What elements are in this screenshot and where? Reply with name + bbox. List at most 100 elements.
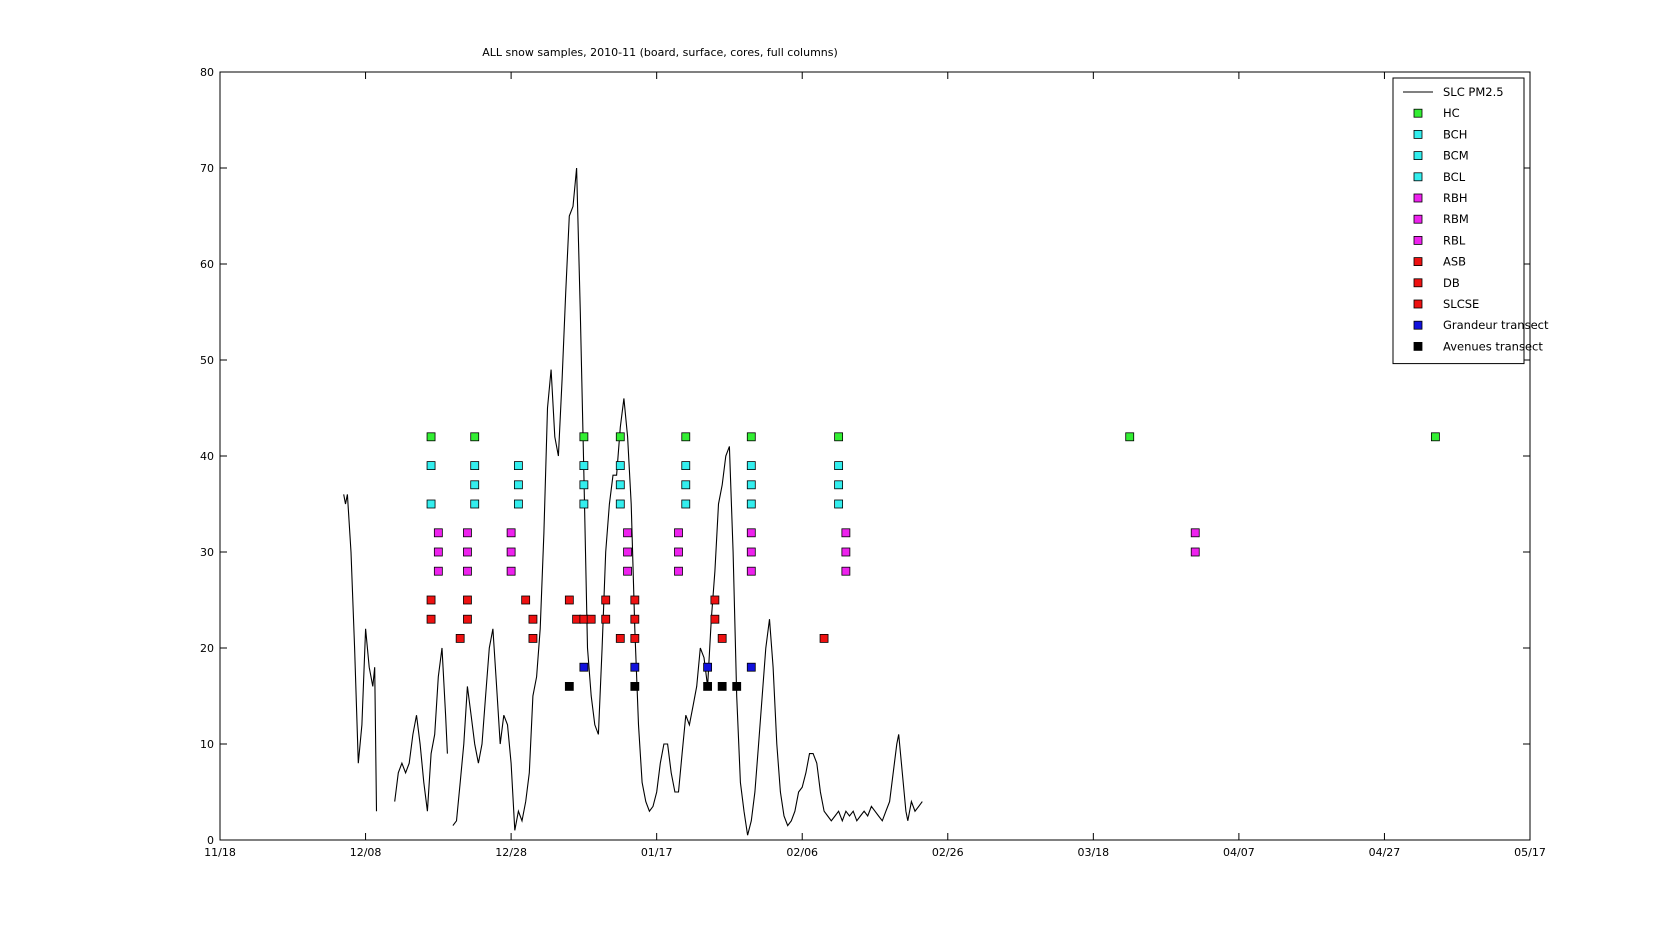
marker-rbm xyxy=(463,547,472,557)
legend: SLC PM2.5 HC BCH BCM BCL RBH RBM RBL ASB DB SLCSE G… xyxy=(1392,77,1549,365)
marker-hc xyxy=(834,432,844,442)
marker-asb xyxy=(564,595,574,605)
x-tick-label: 04/27 xyxy=(1369,846,1401,859)
marker-bch xyxy=(579,461,589,471)
legend-label: ASB xyxy=(1443,255,1466,269)
marker-grandeur-transect xyxy=(703,662,713,672)
marker-grandeur-transect xyxy=(579,662,589,672)
y-tick-label: 30 xyxy=(200,546,214,559)
marker-rbh xyxy=(463,528,472,538)
marker-bcl xyxy=(513,499,523,509)
marker-bcl xyxy=(681,499,691,509)
y-tick-label: 60 xyxy=(200,258,214,271)
marker-bch xyxy=(513,461,523,471)
marker-rbl xyxy=(506,566,516,576)
marker-avenues-transect xyxy=(703,682,713,691)
marker-hc xyxy=(681,432,691,442)
marker-db xyxy=(601,614,611,624)
y-tick-label: 20 xyxy=(200,642,214,655)
legend-swatch xyxy=(1413,193,1423,203)
marker-rbm xyxy=(433,547,443,557)
marker-hc xyxy=(746,432,756,442)
legend-swatch xyxy=(1413,151,1423,161)
legend-label: SLCSE xyxy=(1443,297,1479,311)
marker-db xyxy=(528,614,538,624)
x-tick-label: 01/17 xyxy=(641,846,673,859)
legend-swatch xyxy=(1413,235,1423,245)
x-tick-label: 04/07 xyxy=(1223,846,1255,859)
marker-asb xyxy=(426,595,436,605)
marker-rbl xyxy=(674,566,683,576)
marker-rbm xyxy=(1190,547,1200,557)
y-tick-label: 0 xyxy=(207,834,214,847)
legend-swatch xyxy=(1413,320,1423,330)
plot-area: 0 10 20 30 40 50 60 70 80 11/18 12/08 12/28 01/17 02/… xyxy=(200,66,1546,859)
legend-swatch xyxy=(1413,299,1423,309)
marker-db xyxy=(426,614,436,624)
marker-rbh xyxy=(433,528,443,538)
y-tick-label: 40 xyxy=(200,450,214,463)
marker-avenues-transect xyxy=(630,682,640,691)
marker-rbm xyxy=(746,547,756,557)
marker-rbl xyxy=(746,566,756,576)
marker-bch xyxy=(834,461,844,471)
x-tick-label: 12/28 xyxy=(495,846,527,859)
marker-db xyxy=(572,614,582,624)
marker-slcse xyxy=(819,634,829,643)
marker-rbm xyxy=(841,547,851,557)
legend-swatch xyxy=(1413,108,1423,118)
marker-hc xyxy=(1430,432,1440,442)
legend-swatch xyxy=(1413,214,1423,224)
marker-asb xyxy=(463,595,472,605)
legend-label: BCL xyxy=(1443,170,1466,184)
legend-label: Avenues transect xyxy=(1443,339,1543,353)
marker-bcm xyxy=(834,480,844,490)
marker-bcl xyxy=(470,499,480,509)
legend-swatch xyxy=(1413,278,1423,288)
marker-bcl xyxy=(426,499,436,509)
legend-label: RBM xyxy=(1443,212,1469,226)
marker-bch xyxy=(470,461,480,471)
marker-bcm xyxy=(579,480,589,490)
marker-hc xyxy=(470,432,480,442)
marker-slcse xyxy=(615,634,625,643)
marker-grandeur-transect xyxy=(746,662,756,672)
marker-asb xyxy=(601,595,611,605)
x-tick-label: 05/17 xyxy=(1514,846,1546,859)
legend-swatch xyxy=(1413,341,1423,351)
x-tick-label: 02/06 xyxy=(786,846,818,859)
marker-avenues-transect xyxy=(732,682,742,691)
marker-slcse xyxy=(528,634,538,643)
marker-db xyxy=(579,614,589,624)
marker-rbh xyxy=(1190,528,1200,538)
x-tick-label: 11/18 xyxy=(204,846,236,859)
marker-bcm xyxy=(681,480,691,490)
marker-bch xyxy=(746,461,756,471)
legend-label: Grandeur transect xyxy=(1443,318,1549,332)
marker-bch xyxy=(426,461,436,471)
marker-bcm xyxy=(513,480,523,490)
chart-title: ALL snow samples, 2010-11 (board, surfac… xyxy=(482,46,838,59)
marker-rbm xyxy=(623,547,632,557)
marker-avenues-transect xyxy=(717,682,727,691)
marker-bcl xyxy=(615,499,625,509)
legend-swatch xyxy=(1413,129,1423,139)
marker-hc xyxy=(615,432,625,442)
marker-bcl xyxy=(579,499,589,509)
marker-hc xyxy=(579,432,589,442)
marker-rbl xyxy=(623,566,632,576)
marker-slcse xyxy=(455,634,465,643)
marker-db xyxy=(630,614,640,624)
y-tick-label: 50 xyxy=(200,354,214,367)
legend-label: RBH xyxy=(1443,191,1468,205)
marker-db xyxy=(463,614,472,624)
marker-db xyxy=(710,614,720,624)
marker-asb xyxy=(521,595,531,605)
marker-rbh xyxy=(746,528,756,538)
y-tick-label: 80 xyxy=(200,66,214,79)
legend-label: RBL xyxy=(1443,233,1466,247)
marker-rbh xyxy=(841,528,851,538)
marker-hc xyxy=(1125,432,1135,442)
marker-asb xyxy=(630,595,640,605)
marker-rbm xyxy=(506,547,516,557)
